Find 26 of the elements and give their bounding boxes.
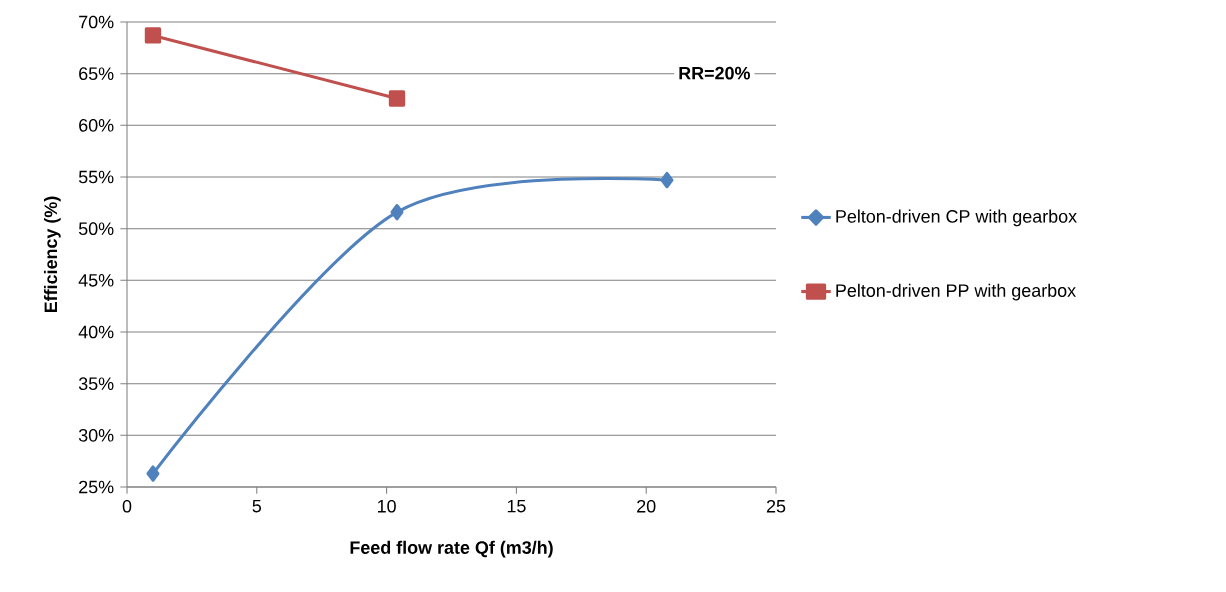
y-tick-label: 50%	[78, 222, 114, 236]
y-tick-label: 60%	[79, 118, 114, 132]
y-tick-label: 35%	[78, 377, 114, 391]
x-tick-label: 20	[637, 499, 656, 513]
y-tick-label: 25%	[79, 480, 114, 494]
point	[144, 27, 162, 44]
y-axis-title: Efficiency (%)	[43, 196, 61, 313]
legend-label: Pelton-driven CP with gearbox	[836, 209, 1077, 227]
x-tick-label: 25	[766, 499, 786, 513]
y-tick-label: 30%	[78, 428, 114, 442]
y-tick-label: 40%	[78, 325, 114, 339]
x-tick-label: 15	[507, 499, 526, 513]
legend-label: Pelton-driven PP with gearbox	[836, 283, 1076, 301]
y-tick-label: 65%	[79, 67, 114, 81]
x-tick-label: 5	[252, 499, 262, 513]
x-tick-label: 10	[378, 499, 396, 513]
y-tick-label: 45%	[78, 274, 114, 287]
x-tick-label: 0	[122, 499, 132, 513]
point	[660, 171, 674, 189]
annotation: RR=20%	[679, 66, 751, 80]
point	[390, 203, 404, 221]
x-axis-title: Feed flow rate Qf (m3/h)	[350, 540, 553, 558]
point	[388, 90, 406, 107]
y-tick-label: 70%	[79, 15, 114, 29]
point	[146, 465, 160, 482]
y-tick-label: 55%	[78, 170, 114, 184]
